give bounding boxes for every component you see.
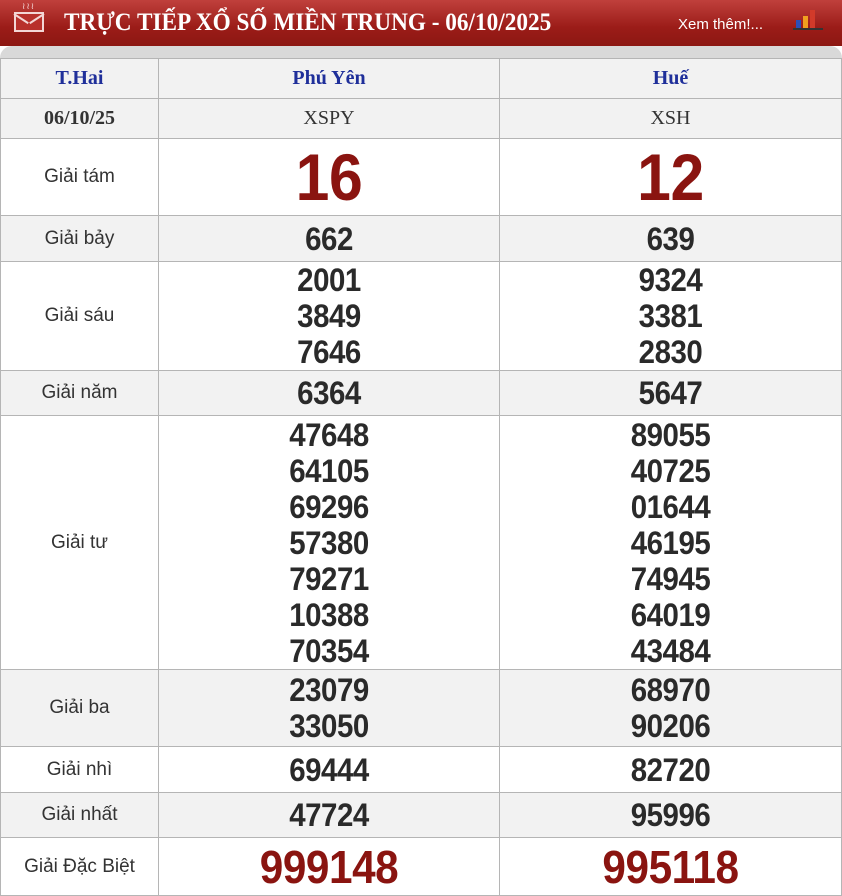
prize-row: Giải nhất 47724 95996	[0, 792, 842, 838]
prize-number: 12	[637, 140, 704, 214]
hue-cell: 639	[499, 215, 842, 262]
prize-number: 2830	[638, 334, 703, 370]
prize-label: Giải năm	[0, 370, 159, 416]
prize-number: 10388	[289, 596, 369, 633]
prize-number: 57380	[289, 524, 369, 561]
prize-row: Giải năm 6364 5647	[0, 370, 842, 416]
prize-number: 5647	[638, 375, 703, 411]
phu-yen-cell: 999148	[158, 837, 500, 896]
phu-yen-cell: 23079 33050	[158, 669, 500, 747]
prize-number: 70354	[289, 632, 369, 669]
prize-row: Giải ba 23079 33050 68970 90206	[0, 669, 842, 747]
prize-number: 01644	[630, 488, 711, 525]
prize-number: 95996	[630, 797, 711, 833]
prize-number: 3381	[638, 298, 703, 334]
date-row: 06/10/25 XSPY XSH	[0, 98, 842, 139]
prize-row: Giải tư 47648 64105 69296 57380 79271 10388 703…	[0, 415, 842, 670]
prize-number: 43484	[630, 632, 711, 669]
province-phu-yen[interactable]: Phú Yên	[158, 58, 500, 99]
phu-yen-cell: 47648 64105 69296 57380 79271 10388 70354	[158, 415, 500, 670]
table-top-strip	[0, 46, 842, 59]
prize-number: 6364	[297, 375, 361, 411]
phu-yen-cell: 662	[158, 215, 500, 262]
province-hue[interactable]: Huế	[499, 58, 842, 99]
hue-cell: 995118	[499, 837, 842, 896]
prize-number: 82720	[630, 751, 711, 788]
prize-number: 16	[295, 140, 363, 214]
hue-cell: 5647	[499, 370, 842, 416]
prize-label: Giải Đặc Biệt	[0, 837, 159, 896]
prize-label: Giải nhì	[0, 746, 159, 793]
header-row: T.Hai Phú Yên Huế	[0, 58, 842, 99]
prize-number: 40725	[630, 452, 711, 489]
prize-number: 3849	[297, 298, 361, 334]
hue-cell: 9324 3381 2830	[499, 261, 842, 371]
page-title: TRỰC TIẾP XỔ SỐ MIỀN TRUNG - 06/10/2025	[64, 9, 552, 36]
prize-number: 69296	[289, 488, 369, 525]
hue-cell: 12	[499, 138, 842, 216]
mail-icon	[14, 12, 44, 32]
prize-label: Giải ba	[0, 669, 159, 747]
hue-cell: 68970 90206	[499, 669, 842, 747]
phu-yen-cell: 6364	[158, 370, 500, 416]
results-table: T.Hai Phú Yên Huế 06/10/25 XSPY XSH Giải…	[0, 58, 842, 896]
prize-number: 662	[305, 220, 353, 257]
phu-yen-cell: 69444	[158, 746, 500, 793]
prize-number: 64019	[630, 596, 711, 633]
prize-number: 79271	[289, 560, 369, 597]
prize-number: 33050	[289, 708, 369, 744]
prize-label: Giải tư	[0, 415, 159, 670]
prize-label: Giải sáu	[0, 261, 159, 371]
prize-number: 7646	[297, 334, 361, 370]
hue-cell: 82720	[499, 746, 842, 793]
prize-number: 2001	[297, 262, 361, 298]
prize-row: Giải Đặc Biệt 999148 995118	[0, 837, 842, 896]
header-bar: ≀≀≀ TRỰC TIẾP XỔ SỐ MIỀN TRUNG - 06/10/2…	[0, 0, 842, 46]
code-phu-yen[interactable]: XSPY	[158, 98, 500, 139]
prize-number: 46195	[630, 524, 711, 561]
prize-label: Giải tám	[0, 138, 159, 216]
phu-yen-cell: 47724	[158, 792, 500, 838]
hue-cell: 95996	[499, 792, 842, 838]
code-hue[interactable]: XSH	[499, 98, 842, 139]
prize-number: 64105	[289, 452, 369, 489]
prize-number: 89055	[630, 416, 711, 453]
prize-number: 69444	[289, 751, 369, 788]
prize-label: Giải bảy	[0, 215, 159, 262]
steam-icon: ≀≀≀	[22, 1, 36, 11]
prize-label: Giải nhất	[0, 792, 159, 838]
hue-cell: 89055 40725 01644 46195 74945 64019 43484	[499, 415, 842, 670]
prize-row: Giải sáu 2001 3849 7646 9324 3381 2830	[0, 261, 842, 371]
prize-number: 999148	[259, 840, 399, 893]
prize-number: 47648	[289, 416, 369, 453]
phu-yen-cell: 16	[158, 138, 500, 216]
prize-number: 995118	[602, 840, 739, 893]
prize-row: Giải bảy 662 639	[0, 215, 842, 262]
prize-number: 9324	[638, 262, 703, 298]
prize-number: 639	[646, 220, 695, 257]
prize-number: 74945	[630, 560, 711, 597]
bar-chart-icon[interactable]	[792, 8, 824, 30]
phu-yen-cell: 2001 3849 7646	[158, 261, 500, 371]
see-more-link[interactable]: Xem thêm!...	[678, 16, 764, 33]
day-label: T.Hai	[0, 58, 159, 99]
prize-number: 68970	[630, 672, 711, 708]
prize-number: 23079	[289, 672, 369, 708]
prize-number: 47724	[289, 797, 369, 833]
prize-row: Giải tám 16 12	[0, 138, 842, 216]
prize-row: Giải nhì 69444 82720	[0, 746, 842, 793]
draw-date: 06/10/25	[0, 98, 159, 139]
prize-number: 90206	[630, 708, 711, 744]
